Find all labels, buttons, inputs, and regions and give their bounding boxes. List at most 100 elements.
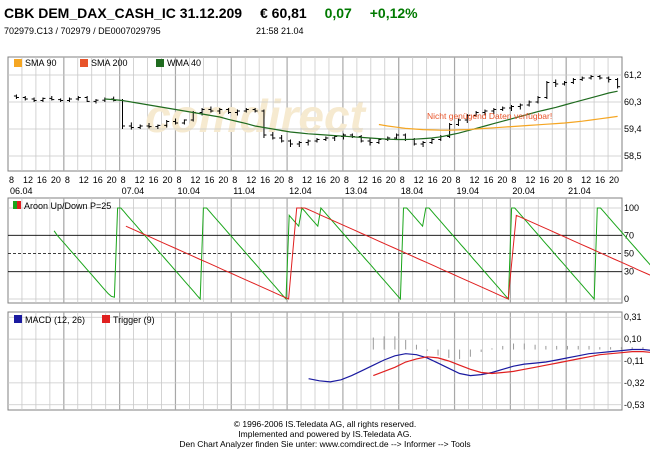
price-candle [287, 139, 293, 147]
price-candle [22, 96, 28, 101]
series-macd-line [308, 348, 650, 383]
price-candle [305, 139, 311, 146]
chart-analyzer-link-text: Den Chart Analyzer finden Sie unter: www… [179, 439, 471, 449]
x-tick-hour: 20 [553, 175, 563, 185]
footer: © 1996-2006 IS.Teledata AG, all rights r… [0, 419, 650, 449]
y-tick-label-price: 58,5 [624, 151, 642, 161]
security-ids: 702979.C13 / 702979 / DE0007029795 [4, 26, 161, 36]
y-tick-label-price: 60,3 [624, 97, 642, 107]
price-candle [358, 135, 364, 143]
price-candle [455, 118, 461, 126]
price-candle [137, 124, 143, 129]
x-tick-hour: 16 [372, 175, 382, 185]
x-tick-hour: 20 [386, 175, 396, 185]
price-candle [544, 81, 550, 99]
series-aroon-up-line [53, 206, 650, 301]
price-candle [429, 138, 435, 144]
price-candle [217, 108, 223, 114]
price-candle [314, 138, 320, 143]
x-tick-hour: 20 [218, 175, 228, 185]
price-candle [173, 118, 179, 125]
price-candle [553, 79, 559, 87]
y-tick-label-macd: -0,32 [624, 378, 645, 388]
series-sma90-line [378, 115, 618, 131]
price-candle [420, 141, 426, 147]
x-tick-hour: 16 [93, 175, 103, 185]
x-tick-hour: 12 [414, 175, 424, 185]
x-tick-hour: 16 [539, 175, 549, 185]
y-tick-label-price: 61,2 [624, 70, 642, 80]
price-candle [252, 108, 258, 113]
series-trigger-line [373, 351, 650, 377]
price-candle [181, 119, 187, 125]
x-tick-hour: 12 [246, 175, 256, 185]
aroon-title: Aroon Up/Down P=25 [24, 201, 111, 211]
price-candle [84, 96, 90, 102]
x-tick-hour: 16 [316, 175, 326, 185]
x-tick-date: 11.04 [233, 186, 255, 196]
legend-swatch-aroon-down [17, 201, 21, 209]
y-tick-label-macd: -0,11 [624, 356, 644, 366]
price-candle [526, 100, 532, 107]
price-candle [40, 97, 46, 102]
price-candle [597, 75, 603, 80]
price-candle [517, 103, 523, 110]
legend-swatch-price [80, 59, 88, 67]
x-tick-hour: 12 [470, 175, 480, 185]
x-tick-date: 12.04 [289, 186, 312, 196]
price-candle [508, 105, 514, 111]
x-tick-hour: 12 [358, 175, 368, 185]
price-candle [482, 109, 488, 116]
price-candle [93, 99, 99, 104]
legend-swatch-price [156, 59, 164, 67]
chart-canvas: comdirect 61,2 60,3 59,4 58,5 SMA 90 SMA 200 WM… [7, 56, 650, 411]
implemented-text: Implemented and powered by IS.Teledata A… [238, 429, 412, 439]
price-candle [562, 81, 568, 86]
x-tick-hour: 20 [609, 175, 619, 185]
x-tick-hour: 12 [302, 175, 312, 185]
x-tick-hour: 12 [581, 175, 591, 185]
x-tick-date: 21.04 [568, 186, 591, 196]
quote-time: 21:58 [256, 26, 279, 36]
price-candle [128, 122, 134, 130]
legend-label-price: WMA 40 [167, 58, 201, 68]
x-tick-hour: 8 [176, 175, 181, 185]
y-tick-label-aroon: 30 [624, 267, 634, 277]
y-tick-label-aroon: 0 [624, 294, 629, 304]
y-tick-label-macd: -0,53 [624, 400, 645, 410]
x-tick-hour: 16 [149, 175, 159, 185]
x-tick-date: 07.04 [122, 186, 145, 196]
legend-label-price: SMA 200 [91, 58, 128, 68]
price-change-percent: +0,12% [369, 5, 418, 21]
x-tick-hour: 16 [595, 175, 605, 185]
y-tick-label-macd: 0,31 [624, 312, 642, 322]
legend-swatch-macd [14, 315, 22, 323]
y-tick-label-macd: 0,10 [624, 334, 642, 344]
price-candle [75, 96, 81, 101]
legend-swatch-price [14, 59, 22, 67]
price-candle [535, 96, 541, 104]
quote-date: 21.04 [281, 26, 304, 36]
price-candle [49, 96, 55, 101]
copyright-text: © 1996-2006 IS.Teledata AG, all rights r… [233, 419, 417, 429]
price-candle [579, 76, 585, 81]
x-tick-hour: 8 [232, 175, 237, 185]
legend-label-macd: Trigger (9) [113, 315, 155, 325]
price-candle [394, 133, 400, 140]
x-tick-hour: 8 [456, 175, 461, 185]
x-tick-hour: 20 [107, 175, 117, 185]
price-candle [270, 132, 276, 140]
price-change: 0,07 [324, 5, 352, 21]
y-tick-label-aroon: 50 [624, 249, 634, 259]
x-tick-hour: 16 [428, 175, 438, 185]
quote-header: CBK DEM_DAX_CASH_IC 31.12.209 € 60,81 0,… [4, 5, 432, 21]
insufficient-data-annotation: Nicht genügend Daten verfügbar! [427, 111, 552, 121]
x-tick-hour: 20 [51, 175, 61, 185]
x-tick-hour: 8 [121, 175, 126, 185]
price-candle [296, 141, 302, 147]
y-tick-label-aroon: 70 [624, 230, 634, 240]
legend-label-price: SMA 90 [25, 58, 57, 68]
price-candle [464, 114, 470, 123]
price-candle [367, 138, 373, 146]
x-tick-hour: 16 [260, 175, 270, 185]
